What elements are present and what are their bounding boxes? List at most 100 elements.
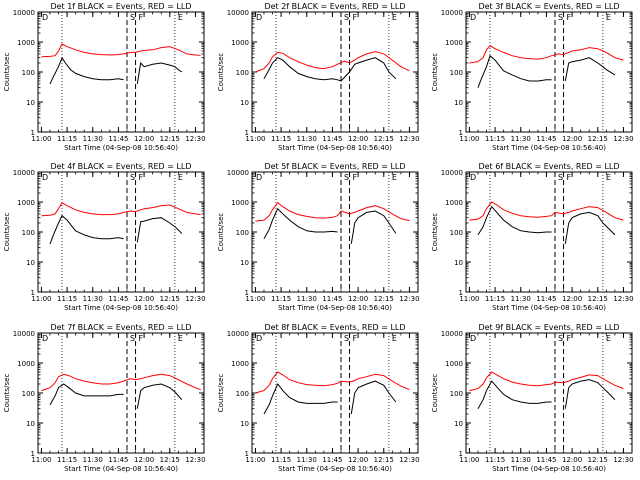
y-tick-label: 10000 [227,9,249,17]
x-tick-label: 12:00 [348,135,368,143]
x-tick-label: 11:45 [108,456,128,464]
y-axis-label: Counts/sec [217,53,225,92]
y-axis-label: Counts/sec [431,374,439,413]
y-tick-label: 10 [454,259,463,267]
x-tick-label: 11:45 [108,135,128,143]
x-tick-label: 11:00 [245,135,265,143]
x-tick-label: 12:15 [588,456,608,464]
marker-label: S [344,173,349,182]
x-tick-label: 12:30 [185,135,205,143]
y-tick-label: 1000 [231,39,249,47]
y-tick-label: 1 [31,450,35,458]
events-series-line [263,57,397,82]
y-tick-label: 10000 [13,330,35,338]
x-tick-label: 11:15 [485,295,505,303]
y-tick-label: 10000 [13,169,35,177]
y-tick-label: 1 [31,129,35,137]
x-axis-label: Start Time (04-Sep-08 10:56:40) [64,144,178,152]
y-tick-label: 100 [450,69,463,77]
y-axis-label: Counts/sec [431,53,439,92]
x-tick-label: 12:30 [185,295,205,303]
x-tick-label: 11:00 [245,295,265,303]
x-tick-label: 12:15 [374,456,394,464]
marker-label: F [567,173,572,182]
x-tick-label: 12:00 [562,295,582,303]
x-tick-label: 12:15 [374,135,394,143]
x-tick-label: 11:15 [57,135,77,143]
x-axis-label: Start Time (04-Sep-08 10:56:40) [492,304,606,312]
x-tick-label: 11:15 [57,295,77,303]
x-tick-label: 11:45 [322,456,342,464]
panel-title: Det 6f BLACK = Events, RED = LLD [478,162,619,171]
x-tick-label: 12:15 [160,456,180,464]
marker-label: F [353,334,358,343]
panel-title: Det 1f BLACK = Events, RED = LLD [50,2,191,11]
x-tick-label: 11:45 [322,295,342,303]
x-tick-label: 12:30 [399,135,419,143]
x-tick-label: 11:30 [83,295,103,303]
x-tick-label: 11:15 [271,135,291,143]
panel-title: Det 7f BLACK = Events, RED = LLD [50,323,191,332]
y-tick-label: 1 [245,129,249,137]
marker-label: E [178,13,183,22]
y-axis-label: Counts/sec [431,213,439,252]
marker-label: E [178,334,183,343]
y-tick-label: 100 [22,390,35,398]
panel-8: Det 8f BLACK = Events, RED = LLD 1 10 100 10… [217,323,420,473]
lld-series-line [41,43,201,58]
x-tick-label: 11:45 [108,295,128,303]
plot-frame [465,11,633,133]
y-tick-label: 1 [459,289,463,297]
marker-label: F [567,13,572,22]
panel-title: Det 5f BLACK = Events, RED = LLD [264,162,405,171]
x-tick-label: 12:30 [613,456,633,464]
x-tick-label: 11:15 [485,135,505,143]
x-tick-label: 11:30 [83,456,103,464]
y-tick-label: 10 [26,259,35,267]
panel-1: Det 1f BLACK = Events, RED = LLD 1 10 100 10… [3,2,206,152]
marker-label: E [392,334,397,343]
marker-label: F [353,173,358,182]
marker-label: F [139,13,144,22]
marker-label: S [558,173,563,182]
x-tick-label: 12:15 [160,135,180,143]
y-tick-label: 100 [236,69,249,77]
marker-label: S [130,173,135,182]
events-series-line [49,383,183,409]
panel-title: Det 2f BLACK = Events, RED = LLD [264,2,405,11]
panel-title: Det 9f BLACK = Events, RED = LLD [478,323,619,332]
x-tick-label: 11:30 [297,295,317,303]
x-tick-label: 11:15 [271,295,291,303]
marker-label: D [42,173,48,182]
x-tick-label: 12:30 [613,135,633,143]
plot-frame [465,332,633,454]
y-tick-label: 10 [26,420,35,428]
y-tick-label: 100 [450,229,463,237]
plot-frame [251,332,419,454]
y-tick-label: 100 [22,69,35,77]
x-axis-label: Start Time (04-Sep-08 10:56:40) [278,465,392,473]
x-axis-label: Start Time (04-Sep-08 10:56:40) [492,465,606,473]
x-tick-label: 12:00 [562,135,582,143]
y-tick-label: 10 [26,99,35,107]
lld-series-line [255,201,410,222]
y-tick-label: 100 [236,390,249,398]
x-tick-label: 12:00 [348,295,368,303]
marker-label: E [606,13,611,22]
x-tick-label: 11:00 [459,135,479,143]
events-series-line [477,54,616,88]
x-tick-label: 12:30 [399,295,419,303]
x-tick-label: 12:00 [134,295,154,303]
y-tick-label: 10 [454,420,463,428]
panel-title: Det 3f BLACK = Events, RED = LLD [478,2,619,11]
y-axis-label: Counts/sec [217,213,225,252]
y-axis-label: Counts/sec [3,213,11,252]
x-tick-label: 11:30 [511,456,531,464]
y-tick-label: 1000 [17,199,35,207]
x-tick-label: 11:45 [536,456,556,464]
y-tick-label: 1000 [231,199,249,207]
y-tick-label: 1 [459,450,463,458]
y-axis-label: Counts/sec [3,374,11,413]
x-axis-label: Start Time (04-Sep-08 10:56:40) [278,144,392,152]
